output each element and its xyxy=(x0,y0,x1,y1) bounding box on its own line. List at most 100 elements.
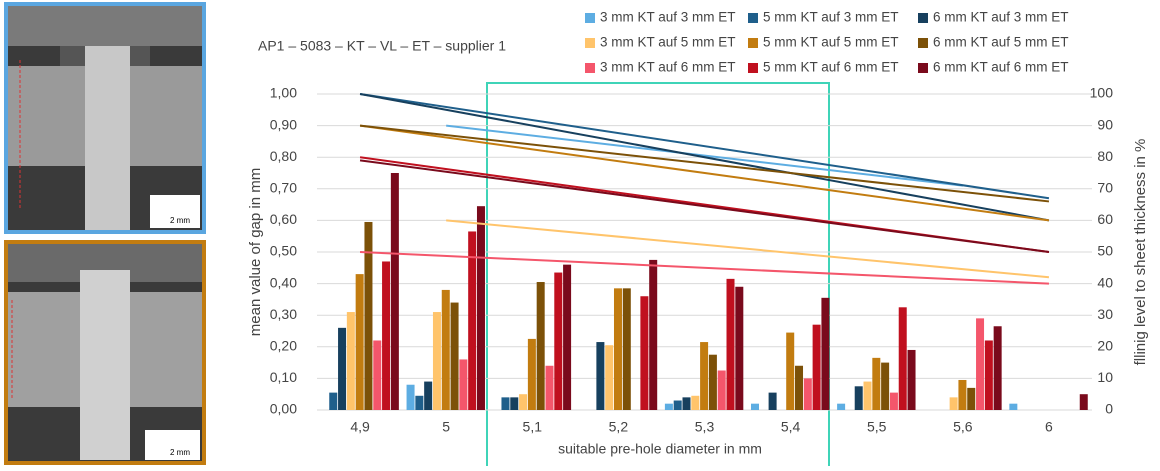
y-tick-label: 0,30 xyxy=(270,306,297,322)
bar xyxy=(450,302,459,410)
legend-swatch xyxy=(918,38,928,48)
bar xyxy=(329,392,338,410)
x-tick-label: 5,2 xyxy=(609,419,629,435)
bar xyxy=(527,338,536,410)
bar xyxy=(795,365,804,410)
bar xyxy=(872,357,881,410)
bar xyxy=(768,392,777,410)
bar xyxy=(563,264,572,410)
bar xyxy=(821,297,830,410)
legend-swatch xyxy=(918,63,928,73)
bar xyxy=(605,345,614,410)
bar xyxy=(459,359,468,410)
trend-line xyxy=(446,124,963,187)
chart-title: AP1 – 5083 – KT – VL – ET – supplier 1 xyxy=(258,38,506,54)
y-tick-label: 0,00 xyxy=(270,401,297,417)
bar xyxy=(501,397,510,410)
y2-tick-label: 0 xyxy=(1105,401,1113,417)
photo-2: 2 mm xyxy=(4,240,206,465)
bar xyxy=(355,274,364,410)
y-tick-label: 1,00 xyxy=(270,85,297,101)
bar xyxy=(346,312,355,410)
trend-line xyxy=(359,124,1050,203)
trend-line xyxy=(446,219,1050,279)
bar xyxy=(554,272,563,410)
bar xyxy=(993,326,1002,410)
bar xyxy=(406,384,415,410)
bar xyxy=(596,342,605,410)
x-tick-label: 5,3 xyxy=(695,419,715,435)
bar xyxy=(664,403,673,410)
x-tick-label: 5,5 xyxy=(867,419,887,435)
legend-label: 3 mm KT auf 3 mm ET xyxy=(600,10,736,25)
trend-line xyxy=(359,159,1050,253)
bar xyxy=(382,261,391,410)
legend-label: 3 mm KT auf 5 mm ET xyxy=(600,35,736,50)
bar xyxy=(545,365,554,410)
bar xyxy=(949,397,958,410)
photo-1: 2 mm xyxy=(4,2,206,234)
x-tick-label: 5,1 xyxy=(523,419,543,435)
x-tick-label: 4,9 xyxy=(350,419,370,435)
y2-tick-label: 70 xyxy=(1097,180,1113,196)
trend-line xyxy=(360,251,1049,285)
y-tick-label: 0,60 xyxy=(270,211,297,227)
legend-label: 5 mm KT auf 3 mm ET xyxy=(763,10,899,25)
bar xyxy=(958,379,967,410)
bar xyxy=(898,307,907,410)
bar xyxy=(510,397,519,410)
bar xyxy=(390,173,399,410)
trend-line xyxy=(359,93,1050,200)
trend-line xyxy=(359,93,1050,222)
bar xyxy=(863,381,872,410)
y-tick-label: 0,80 xyxy=(270,148,297,164)
bar xyxy=(691,395,700,410)
bar xyxy=(837,403,846,410)
bar xyxy=(432,312,441,410)
trend-line xyxy=(359,124,1050,222)
bar xyxy=(1079,394,1088,410)
bar xyxy=(812,324,821,410)
y-tick-label: 0,20 xyxy=(270,338,297,354)
legend-swatch xyxy=(748,13,758,23)
y2-tick-label: 90 xyxy=(1097,116,1113,132)
y2-tick-label: 80 xyxy=(1097,148,1113,164)
bar xyxy=(907,349,916,410)
legend-swatch xyxy=(585,63,595,73)
bar xyxy=(854,386,863,410)
x-tick-label: 5,4 xyxy=(781,419,801,435)
bar xyxy=(889,392,898,410)
bar xyxy=(519,394,528,410)
y-axis-title: mean value of gap in mm xyxy=(247,168,264,336)
legend-swatch xyxy=(585,13,595,23)
bar xyxy=(881,362,890,410)
scale-label: 2 mm xyxy=(170,448,190,457)
bar xyxy=(613,288,622,410)
x-axis-title: suitable pre-hole diameter in mm xyxy=(558,441,762,457)
bar xyxy=(1009,403,1018,410)
legend-label: 5 mm KT auf 5 mm ET xyxy=(763,35,899,50)
bar xyxy=(751,403,760,410)
bar xyxy=(786,332,795,410)
bar xyxy=(476,206,485,410)
bar xyxy=(622,288,631,410)
legend-swatch xyxy=(918,13,928,23)
bar xyxy=(640,296,649,410)
x-tick-label: 6 xyxy=(1045,419,1053,435)
y2-tick-label: 100 xyxy=(1090,85,1114,101)
scale-label: 2 mm xyxy=(170,216,190,225)
legend-label: 3 mm KT auf 6 mm ET xyxy=(600,60,736,75)
bar xyxy=(717,370,726,410)
bar xyxy=(373,340,382,410)
y-tick-label: 0,10 xyxy=(270,369,297,385)
legend-swatch xyxy=(585,38,595,48)
bar xyxy=(803,378,812,410)
bar xyxy=(967,387,976,410)
bar xyxy=(976,318,985,410)
bar xyxy=(984,340,993,410)
legend-label: 6 mm KT auf 3 mm ET xyxy=(933,10,1069,25)
y-tick-label: 0,70 xyxy=(270,180,297,196)
x-tick-label: 5,6 xyxy=(953,419,973,435)
legend-label: 6 mm KT auf 6 mm ET xyxy=(933,60,1069,75)
